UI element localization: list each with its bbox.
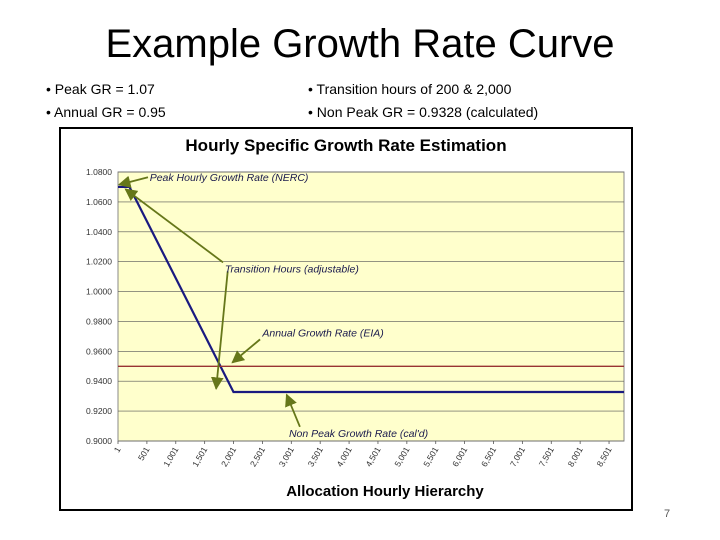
bullet-transition-hours: Transition hours of 200 & 2,000 — [308, 78, 538, 101]
y-tick-label: 0.9000 — [86, 436, 112, 446]
x-tick-label: 1,001 — [161, 445, 180, 469]
x-tick-label: 4,501 — [363, 445, 382, 469]
x-tick-label: 5,001 — [392, 445, 411, 469]
x-tick-label: 3,001 — [277, 445, 296, 469]
y-tick-label: 1.0400 — [86, 227, 112, 237]
chart-frame: Hourly Specific Growth Rate Estimation 0.… — [59, 127, 633, 511]
page-number: 7 — [664, 508, 671, 520]
x-tick-label: 7,501 — [537, 445, 556, 469]
annotation-arrow — [285, 393, 301, 428]
x-tick-label: 2,001 — [219, 445, 238, 469]
y-tick-label: 1.0600 — [86, 197, 112, 207]
x-tick-label: 5,501 — [421, 445, 440, 469]
x-tick-label: 6,501 — [479, 445, 498, 469]
x-tick-label: 2,501 — [248, 445, 267, 469]
annotation-arrow — [124, 188, 224, 264]
y-tick-label: 0.9800 — [86, 316, 112, 326]
y-tick-label: 1.0000 — [86, 287, 112, 297]
y-tick-label: 1.0800 — [86, 167, 112, 177]
x-axis-label: Allocation Hourly Hierarchy — [286, 483, 484, 500]
chart-title: Hourly Specific Growth Rate Estimation — [185, 136, 506, 155]
annotation-arrow — [231, 338, 261, 364]
slide-title: Example Growth Rate Curve — [105, 22, 615, 66]
x-tick-label: 1,501 — [190, 445, 209, 469]
bullet-peak-gr: Peak GR = 1.07 — [46, 78, 166, 101]
y-tick-label: 1.0200 — [86, 257, 112, 267]
x-tick-label: 3,501 — [306, 445, 325, 469]
bullet-annual-gr: Annual GR = 0.95 — [46, 101, 166, 124]
annotation-label: Annual Growth Rate (EIA) — [261, 328, 383, 340]
annotation-label: Peak Hourly Growth Rate (NERC) — [150, 172, 309, 184]
x-tick-label: 8,001 — [566, 445, 585, 469]
bullet-list-right: Transition hours of 200 & 2,000 Non Peak… — [308, 78, 539, 124]
y-tick-label: 0.9400 — [86, 376, 112, 386]
annotation-arrow — [210, 271, 229, 390]
annotation-label: Non Peak Growth Rate (cal'd) — [289, 428, 428, 440]
plot-area — [117, 171, 625, 442]
x-tick-label: 4,001 — [335, 445, 354, 469]
annotation-label: Transition Hours (adjustable) — [225, 263, 359, 275]
bullet-list-left: Peak GR = 1.07 Annual GR = 0.95 — [46, 78, 166, 124]
x-tick-label: 6,001 — [450, 445, 469, 469]
growth-rate-chart: Hourly Specific Growth Rate Estimation 0.… — [86, 136, 625, 500]
annotation-arrow — [117, 175, 149, 188]
x-tick-label: 501 — [136, 445, 152, 463]
x-tick-label: 8,501 — [594, 445, 613, 469]
x-tick-label: 7,001 — [508, 445, 527, 469]
y-tick-label: 0.9600 — [86, 346, 112, 356]
x-tick-label: 1 — [112, 445, 123, 454]
y-tick-label: 0.9200 — [86, 406, 112, 416]
bullet-non-peak-gr: Non Peak GR = 0.9328 (calculated) — [308, 101, 538, 124]
